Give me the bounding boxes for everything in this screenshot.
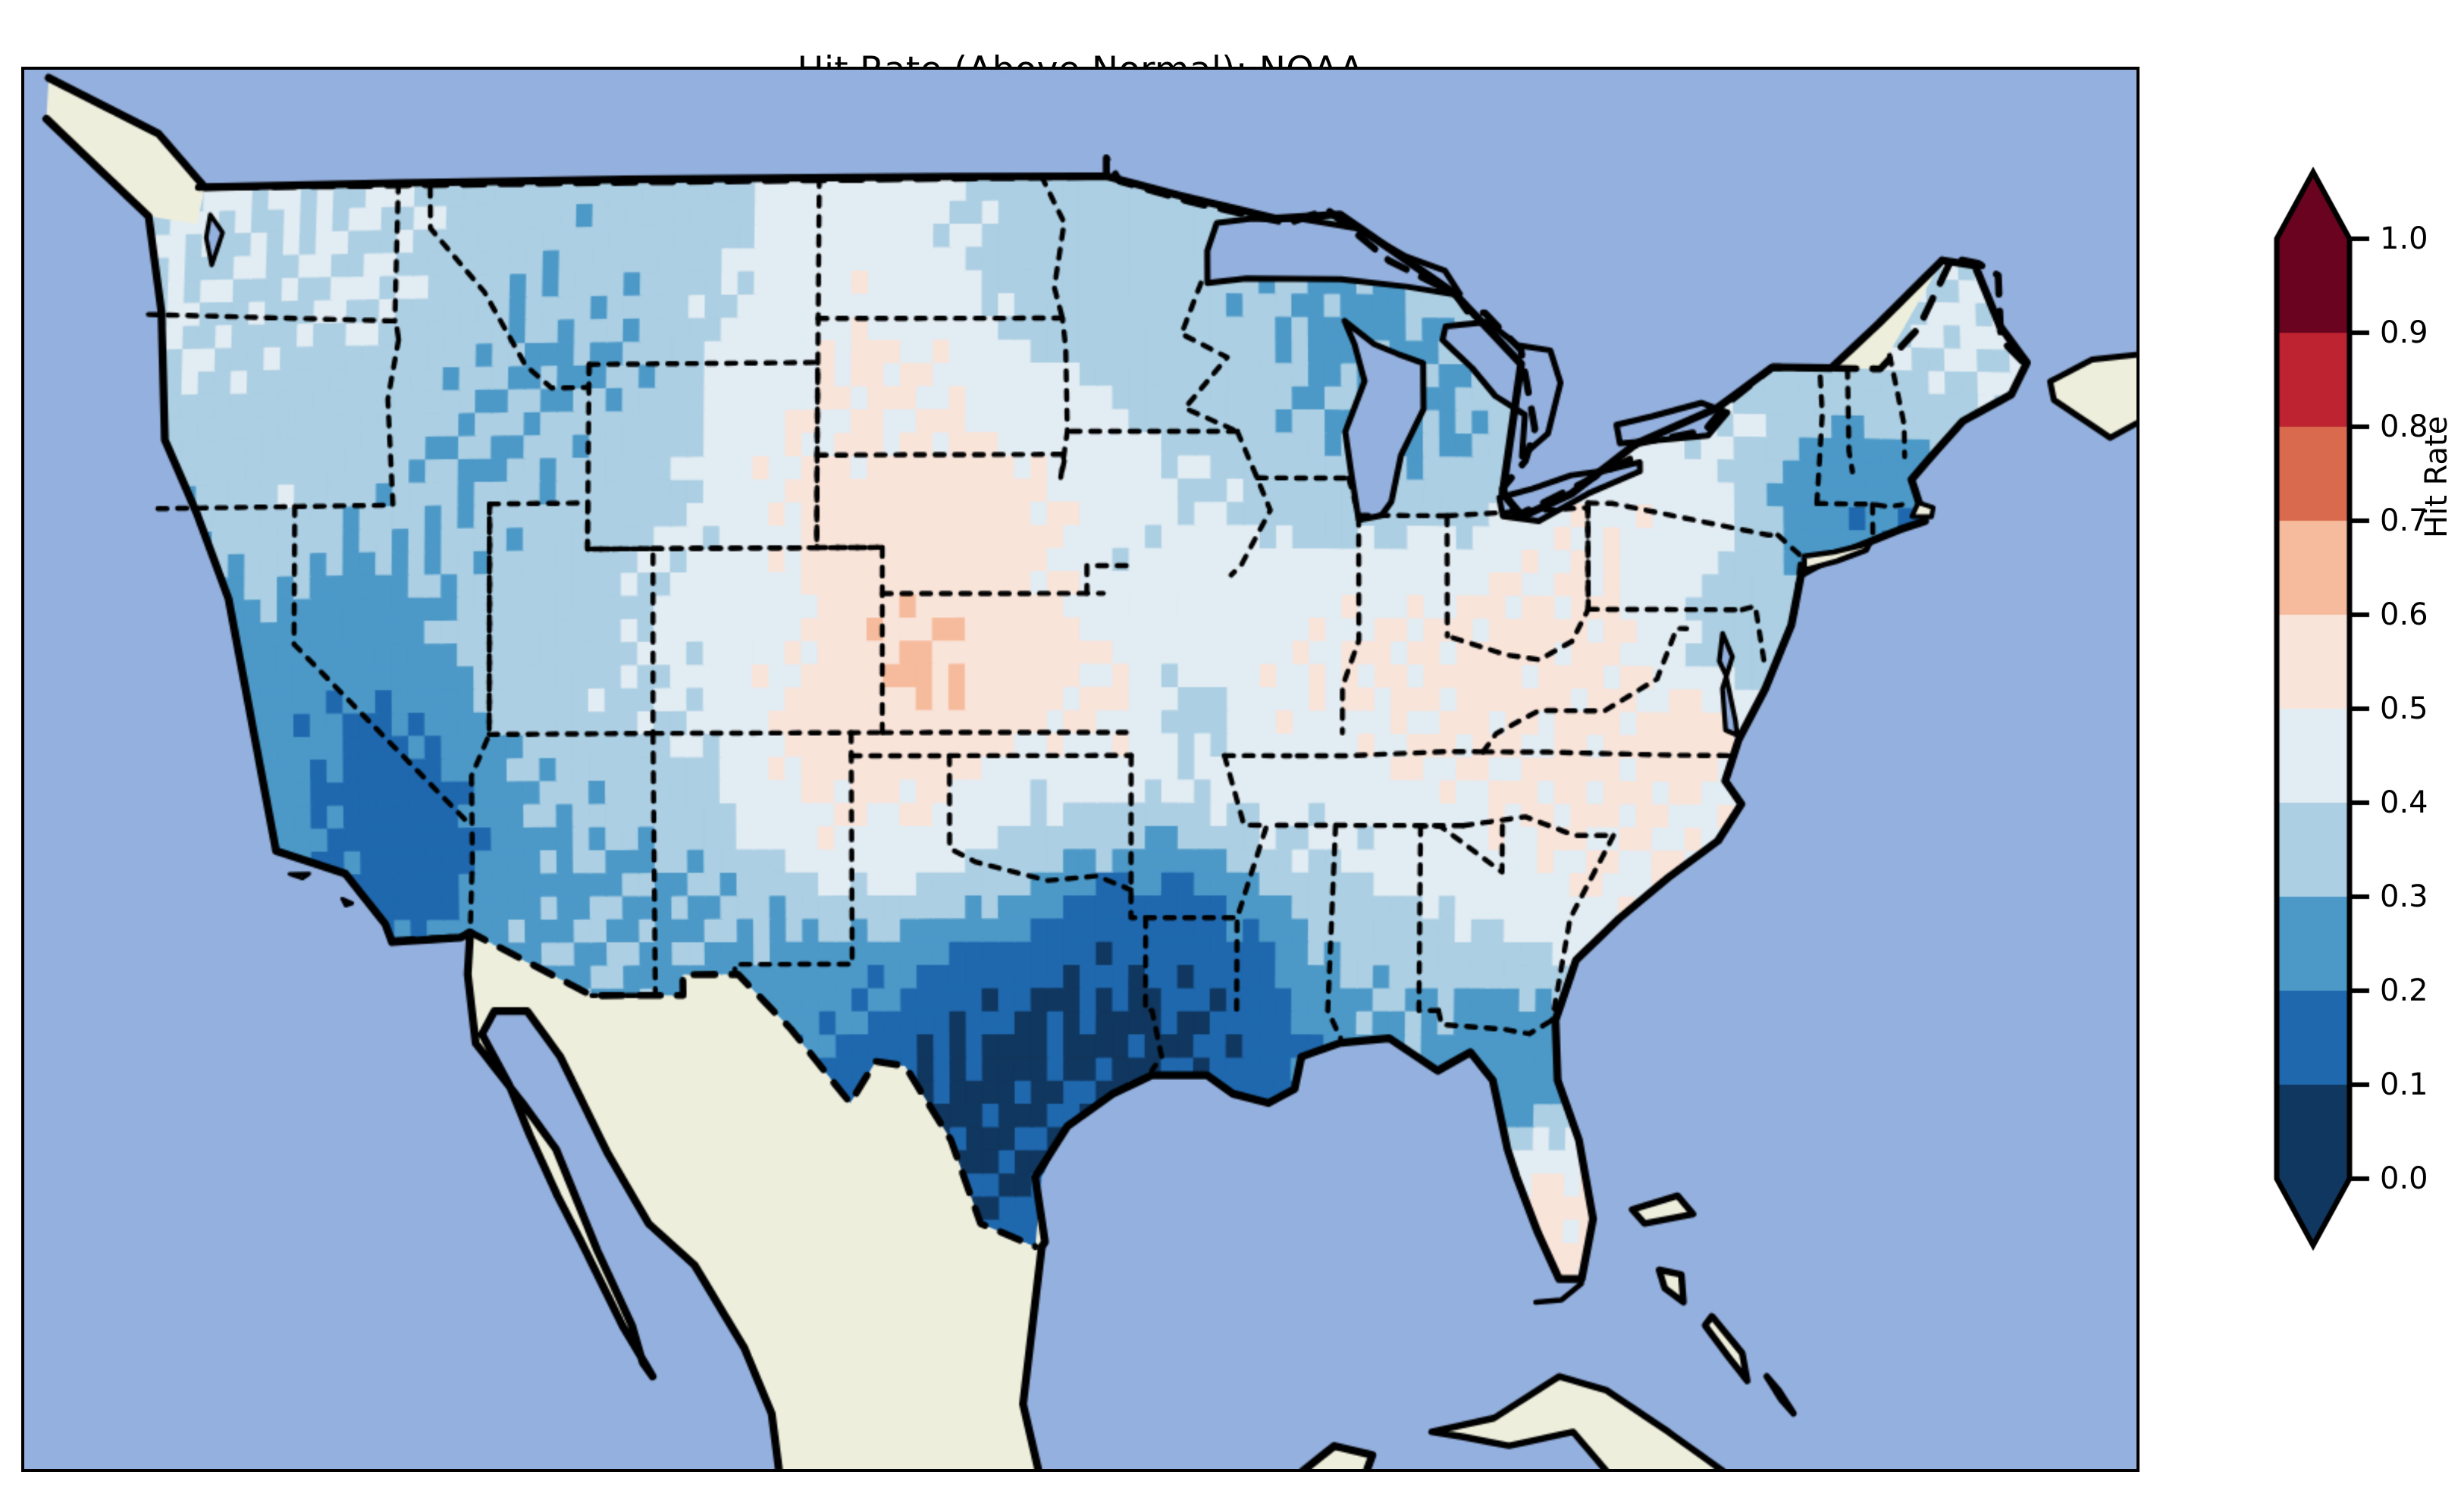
hit-rate-heatmap-canvas[interactable]	[24, 70, 2136, 1469]
colorbar-tick-0-5: 0.5	[2380, 691, 2428, 726]
colorbar-tick-0-8: 0.8	[2380, 409, 2428, 444]
colorbar-axis-label: Hit Rate	[2419, 415, 2454, 538]
colorbar-tick-0-1: 0.1	[2380, 1067, 2428, 1102]
colorbar-tick-1-0: 1.0	[2380, 221, 2428, 256]
colorbar-tick-0-3: 0.3	[2380, 879, 2428, 914]
colorbar-tick-labels: 0.0 0.1 0.2 0.3 0.4 0.5 0.6 0.7 0.8 0.9 1.0	[2271, 114, 2453, 1402]
map-axes[interactable]	[21, 67, 2140, 1472]
colorbar-tick-0-7: 0.7	[2380, 503, 2428, 538]
colorbar-tick-0-4: 0.4	[2380, 785, 2428, 820]
colorbar-tick-0-6: 0.6	[2380, 597, 2428, 632]
colorbar-tick-0-2: 0.2	[2380, 973, 2428, 1008]
colorbar[interactable]: 0.0 0.1 0.2 0.3 0.4 0.5 0.6 0.7 0.8 0.9 1.0 Hit Ra…	[2271, 114, 2454, 1402]
colorbar-tick-0-0: 0.0	[2380, 1161, 2428, 1196]
colorbar-gradient	[2271, 114, 2453, 1402]
colorbar-tick-0-9: 0.9	[2380, 315, 2428, 350]
